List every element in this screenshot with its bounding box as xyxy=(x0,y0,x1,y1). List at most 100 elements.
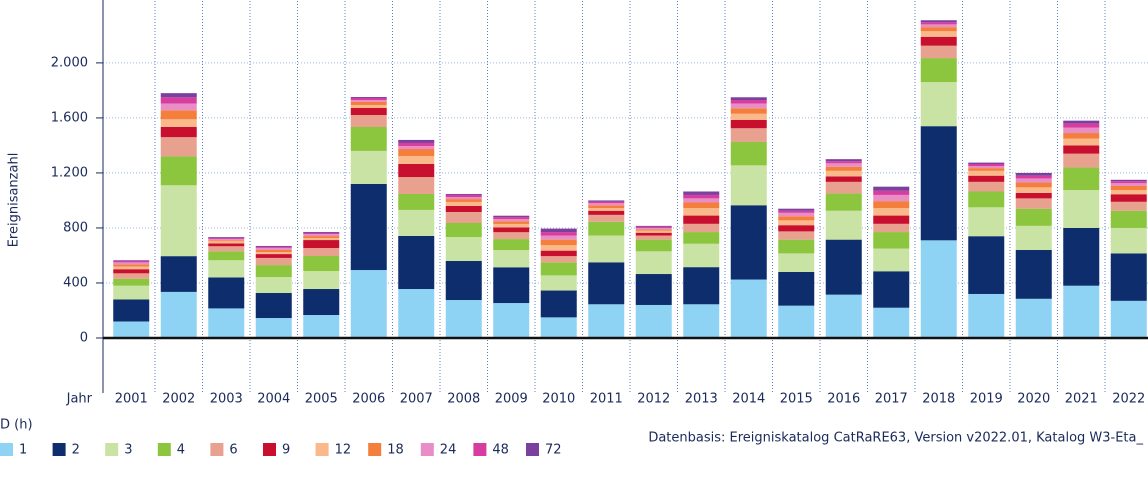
bar-segment xyxy=(635,274,672,305)
bar-segment xyxy=(493,223,530,228)
legend-swatch xyxy=(526,443,539,456)
bar-segment xyxy=(968,175,1005,182)
bar-segment xyxy=(303,233,340,237)
bar-segment xyxy=(730,205,767,280)
bar-segment xyxy=(113,299,150,322)
bar-segment xyxy=(350,115,387,127)
x-tick-label: 2016 xyxy=(827,392,860,407)
bar-segment xyxy=(350,270,387,338)
bar-segment xyxy=(398,145,435,149)
bar-segment xyxy=(825,161,862,164)
bar-segment xyxy=(778,216,815,221)
y-tick-label: 0 xyxy=(80,330,88,345)
bar-segment xyxy=(825,176,862,182)
legend-label: 12 xyxy=(335,443,352,458)
bar-segment xyxy=(160,97,197,104)
bar-segment xyxy=(540,232,577,236)
bar-segment xyxy=(1015,172,1052,176)
bar-segment xyxy=(350,104,387,109)
legend-label: 48 xyxy=(492,443,509,458)
bar-segment xyxy=(683,208,720,216)
bar-segment xyxy=(968,166,1005,169)
bar-segment xyxy=(683,243,720,268)
bar-segment xyxy=(445,201,482,206)
bar-segment xyxy=(778,305,815,338)
bar-segment xyxy=(1110,185,1147,191)
bar-segment xyxy=(445,199,482,202)
bar-segment xyxy=(1015,175,1052,179)
bar-segment xyxy=(303,248,340,257)
bar-segment xyxy=(255,247,292,250)
bar-segment xyxy=(920,27,957,32)
y-tick-label: 1.200 xyxy=(51,165,88,180)
bar-segment xyxy=(920,36,957,46)
bar-segment xyxy=(1063,285,1100,338)
bar-segment xyxy=(113,269,150,274)
bar-segment xyxy=(873,248,910,272)
bar-segment xyxy=(255,257,292,266)
bar-segment xyxy=(1015,249,1052,299)
bar-segment xyxy=(1015,178,1052,183)
bar-segment xyxy=(540,239,577,246)
bar-segment xyxy=(635,239,672,252)
x-tick-label: 2018 xyxy=(922,392,955,407)
bar-segment xyxy=(730,113,767,120)
bar-segment xyxy=(635,232,672,236)
bar-segment xyxy=(445,237,482,261)
bar-segment xyxy=(1063,227,1100,286)
bar-segment xyxy=(968,236,1005,294)
x-tick-label: 2017 xyxy=(875,392,908,407)
bar-segment xyxy=(825,239,862,295)
bar-segment xyxy=(398,209,435,236)
bar-segment xyxy=(350,97,387,98)
bar-segment xyxy=(730,279,767,338)
x-tick-label: 2012 xyxy=(637,392,670,407)
bar-segment xyxy=(350,183,387,271)
x-tick-label: 2020 xyxy=(1017,392,1050,407)
bar-segment xyxy=(588,208,625,211)
bar-segment xyxy=(778,212,815,217)
bar-segment xyxy=(968,170,1005,176)
legend-swatch xyxy=(263,443,276,456)
bar-segment xyxy=(493,303,530,338)
bar-segment xyxy=(825,170,862,177)
legend-label: 72 xyxy=(545,443,562,458)
bar-segment xyxy=(350,97,387,101)
bar-segment xyxy=(445,205,482,212)
bar-segment xyxy=(635,230,672,233)
bar-segment xyxy=(113,262,150,265)
bar-segment xyxy=(1110,190,1147,195)
legend-swatch xyxy=(368,443,382,456)
bar-segment xyxy=(493,232,530,240)
bar-segment xyxy=(540,235,577,240)
bar-segment xyxy=(920,24,957,28)
bar-segment xyxy=(778,220,815,226)
legend-swatch xyxy=(0,443,13,456)
bar-segment xyxy=(683,223,720,233)
bar-segment xyxy=(588,200,625,202)
bar-segment xyxy=(303,240,340,249)
bar-segment xyxy=(588,214,625,222)
bar-segment xyxy=(350,150,387,184)
bar-segment xyxy=(445,260,482,301)
bar-segment xyxy=(1063,123,1100,128)
y-tick-label: 800 xyxy=(63,220,88,235)
bar-segment xyxy=(968,293,1005,338)
legend-label: 18 xyxy=(387,443,404,458)
bar-segment xyxy=(588,221,625,236)
bar-segment xyxy=(1063,138,1100,146)
x-axis-label: Jahr xyxy=(66,392,93,407)
bar-segment xyxy=(588,210,625,215)
legend-swatch xyxy=(210,443,224,456)
bar-segment xyxy=(303,237,340,241)
bar-segment xyxy=(1015,187,1052,193)
legend-swatch xyxy=(105,443,119,456)
bar-segment xyxy=(730,128,767,142)
bar-segment xyxy=(255,254,292,258)
bar-segment xyxy=(683,304,720,338)
bar-segment xyxy=(350,100,387,102)
bar-segment xyxy=(255,249,292,253)
bar-segment xyxy=(208,246,245,252)
bar-segment xyxy=(255,265,292,278)
bar-segment xyxy=(113,266,150,270)
